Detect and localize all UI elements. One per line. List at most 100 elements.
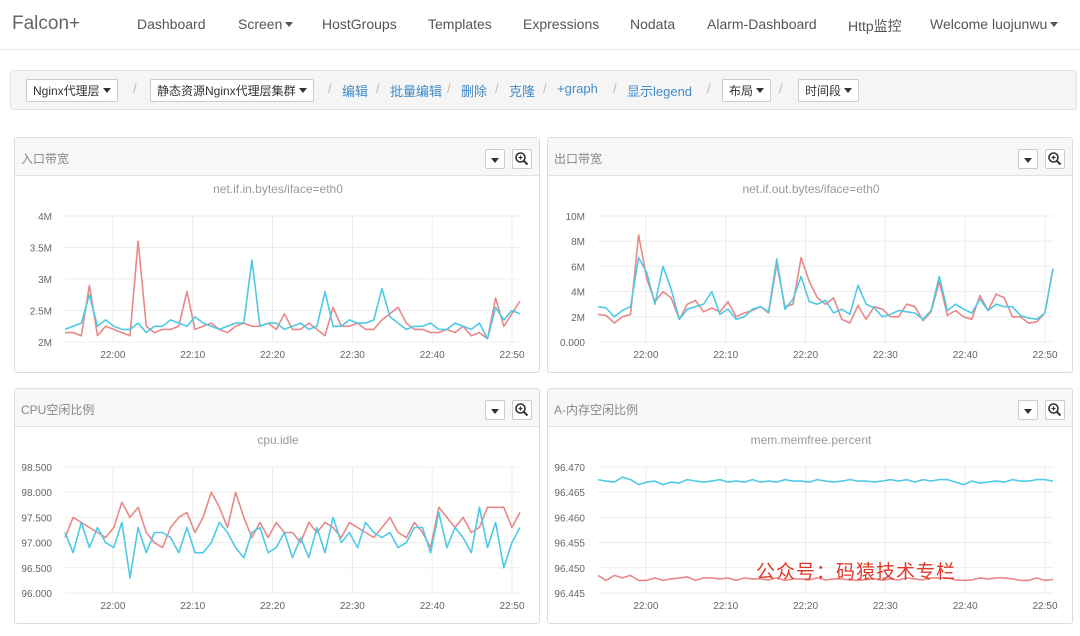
separator: / [495, 81, 499, 96]
nav-templates-label: Templates [428, 16, 492, 32]
series-line-host-b [64, 259, 521, 340]
zoom-in-icon [515, 152, 529, 166]
delete-link[interactable]: 删除 [461, 84, 488, 99]
nav-dashboard[interactable]: Dashboard [137, 16, 206, 32]
panel-title: A-内存空闲比例 [554, 403, 639, 417]
chart-title: cpu.idle [257, 433, 299, 447]
panel-cpu-idle: CPU空闲比例 cpu.idle 96.000 96.500 97.000 97.500… [14, 388, 540, 624]
panel-menu-button[interactable] [485, 149, 505, 169]
y-tick-label: 6M [571, 262, 585, 273]
caret-down-icon [102, 88, 111, 93]
group-select-value: Nginx代理层 [33, 84, 100, 98]
edit-link[interactable]: 编辑 [342, 84, 369, 99]
separator: / [133, 81, 137, 96]
zoom-button[interactable] [1045, 400, 1065, 420]
x-tick-label: 22:20 [793, 350, 818, 361]
caret-down-icon [844, 88, 853, 93]
zoom-button[interactable] [512, 400, 532, 420]
chart-title: net.if.in.bytes/iface=eth0 [213, 182, 343, 196]
y-tick-label: 98.000 [21, 488, 52, 499]
separator: / [543, 81, 547, 96]
x-tick-label: 22:50 [1032, 350, 1057, 361]
x-tick-label: 22:00 [633, 350, 658, 361]
panel-header: 入口带宽 [15, 138, 539, 176]
x-tick-label: 22:00 [100, 350, 125, 361]
caret-down-icon [285, 22, 294, 27]
brand-logo[interactable]: Falcon+ [12, 13, 81, 34]
screen-toolbar: Nginx代理层 / 静态资源Nginx代理层集群 / 编辑 / 批量编辑 / … [10, 70, 1077, 110]
zoom-button[interactable] [512, 149, 532, 169]
nav-templates[interactable]: Templates [428, 16, 492, 32]
y-tick-label: 96.500 [21, 564, 52, 575]
x-tick-label: 22:10 [180, 601, 205, 612]
inbound-bandwidth-chart[interactable]: net.if.in.bytes/iface=eth0 2M 2.5M 3M 3.5M 4M… [15, 176, 541, 372]
chart-title: mem.memfree.percent [751, 433, 872, 447]
cpu-idle-chart[interactable]: cpu.idle 96.000 96.500 97.000 97.500 98.000 98… [15, 427, 541, 623]
screen-select[interactable]: 静态资源Nginx代理层集群 [150, 79, 314, 102]
x-tick-label: 22:30 [340, 350, 365, 361]
memory-free-chart[interactable]: mem.memfree.percent 96.445 96.450 96.455 96.… [548, 427, 1074, 623]
nav-hostgroups[interactable]: HostGroups [322, 16, 397, 32]
separator: / [376, 81, 380, 96]
x-tick-label: 22:30 [873, 350, 898, 361]
panel-menu-button[interactable] [1018, 149, 1038, 169]
group-select[interactable]: Nginx代理层 [26, 79, 118, 102]
zoom-button[interactable] [1045, 149, 1065, 169]
y-tick-label: 97.500 [21, 513, 52, 524]
caret-down-icon [298, 88, 307, 93]
series-line-host-a [65, 240, 521, 340]
x-tick-label: 22:30 [873, 601, 898, 612]
nav-expressions[interactable]: Expressions [523, 16, 599, 32]
series-line-host-b [64, 506, 521, 579]
series-line-host-a [64, 491, 521, 549]
x-tick-label: 22:00 [100, 601, 125, 612]
nav-user-menu[interactable]: Welcome luojunwu [930, 16, 1059, 32]
x-tick-label: 22:10 [180, 350, 205, 361]
y-tick-label: 3.5M [30, 244, 52, 255]
outbound-bandwidth-chart[interactable]: net.if.out.bytes/iface=eth0 0.000 2M 4M 6M 8M… [548, 176, 1074, 372]
panel-title: CPU空闲比例 [21, 403, 95, 417]
series-line-host-a [597, 574, 1054, 582]
x-tick-label: 22:40 [420, 350, 445, 361]
series-line-host-a [597, 234, 1054, 324]
time-period-select-value: 时间段 [805, 84, 842, 98]
series-line-host-b [597, 256, 1054, 321]
series-line-host-b [597, 476, 1054, 486]
y-tick-label: 4M [571, 288, 585, 299]
batch-edit-link[interactable]: 批量编辑 [390, 84, 443, 99]
nav-nodata[interactable]: Nodata [630, 16, 675, 32]
chart-title: net.if.out.bytes/iface=eth0 [742, 182, 879, 196]
nav-http-monitor[interactable]: Http监控 [848, 16, 902, 36]
nav-alarm-dashboard-label: Alarm-Dashboard [707, 16, 817, 32]
layout-select-value: 布局 [729, 84, 754, 98]
x-tick-label: 22:50 [1032, 601, 1057, 612]
x-tick-label: 22:10 [713, 601, 738, 612]
panel-title: 入口带宽 [21, 152, 70, 166]
panel-title: 出口带宽 [554, 152, 603, 166]
x-tick-label: 22:50 [499, 601, 524, 612]
time-period-select[interactable]: 时间段 [798, 79, 860, 102]
panel-menu-button[interactable] [485, 400, 505, 420]
screen-select-value: 静态资源Nginx代理层集群 [157, 84, 296, 98]
nav-alarm-dashboard[interactable]: Alarm-Dashboard [707, 16, 817, 32]
add-graph-link[interactable]: +graph [557, 81, 598, 96]
zoom-in-icon [1048, 403, 1062, 417]
x-tick-label: 22:20 [793, 601, 818, 612]
y-tick-label: 97.000 [21, 539, 52, 550]
nav-dashboard-label: Dashboard [137, 16, 206, 32]
nav-http-monitor-label: Http监控 [848, 18, 902, 34]
nav-user-menu-label: Welcome luojunwu [930, 16, 1048, 32]
panel-header: 出口带宽 [548, 138, 1072, 176]
panel-menu-button[interactable] [1018, 400, 1038, 420]
nav-screen[interactable]: Screen [238, 16, 294, 32]
y-tick-label: 96.445 [554, 589, 585, 600]
panel-inbound-bandwidth: 入口带宽 net.if.in.bytes/iface=eth0 2M 2.5M 3M 3… [14, 137, 540, 373]
panel-memory-free: A-内存空闲比例 mem.memfree.percent 96.445 96.450… [547, 388, 1073, 624]
clone-link[interactable]: 克隆 [509, 84, 536, 99]
show-legend-link[interactable]: 显示legend [627, 84, 693, 99]
x-tick-label: 22:10 [713, 350, 738, 361]
y-tick-label: 0.000 [560, 338, 585, 349]
y-tick-label: 10M [566, 212, 585, 223]
layout-select[interactable]: 布局 [722, 79, 772, 102]
x-tick-label: 22:40 [420, 601, 445, 612]
